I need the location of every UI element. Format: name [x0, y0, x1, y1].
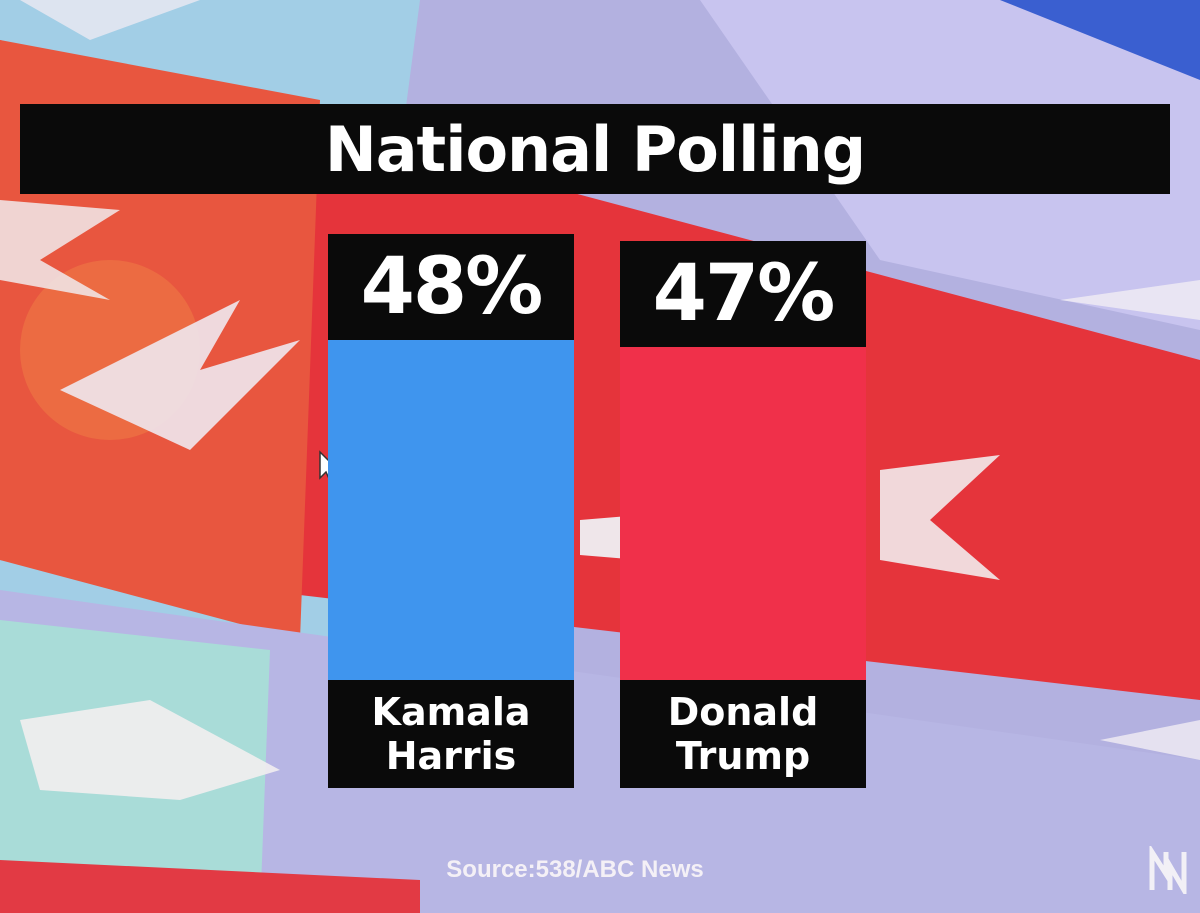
category-label: Kamala Harris	[328, 680, 574, 788]
data-label: 48%	[328, 234, 574, 340]
bar	[328, 340, 574, 680]
bar-group-kamala-harris: 48% Kamala Harris	[328, 234, 574, 788]
bar	[620, 347, 866, 680]
network-logo-icon	[1149, 846, 1187, 894]
category-label-line: Harris	[385, 734, 517, 778]
source-note: Source:538/ABC News	[446, 856, 704, 883]
bar-group-donald-trump: 47% Donald Trump	[620, 241, 866, 788]
title-bar: National Polling	[20, 104, 1170, 194]
category-label-line: Donald	[667, 689, 819, 734]
chart-title: National Polling	[324, 112, 866, 186]
data-label: 47%	[620, 241, 866, 348]
category-label-line: Trump	[675, 733, 811, 778]
category-label-line: Kamala	[371, 690, 531, 734]
category-label: Donald Trump	[620, 679, 866, 788]
